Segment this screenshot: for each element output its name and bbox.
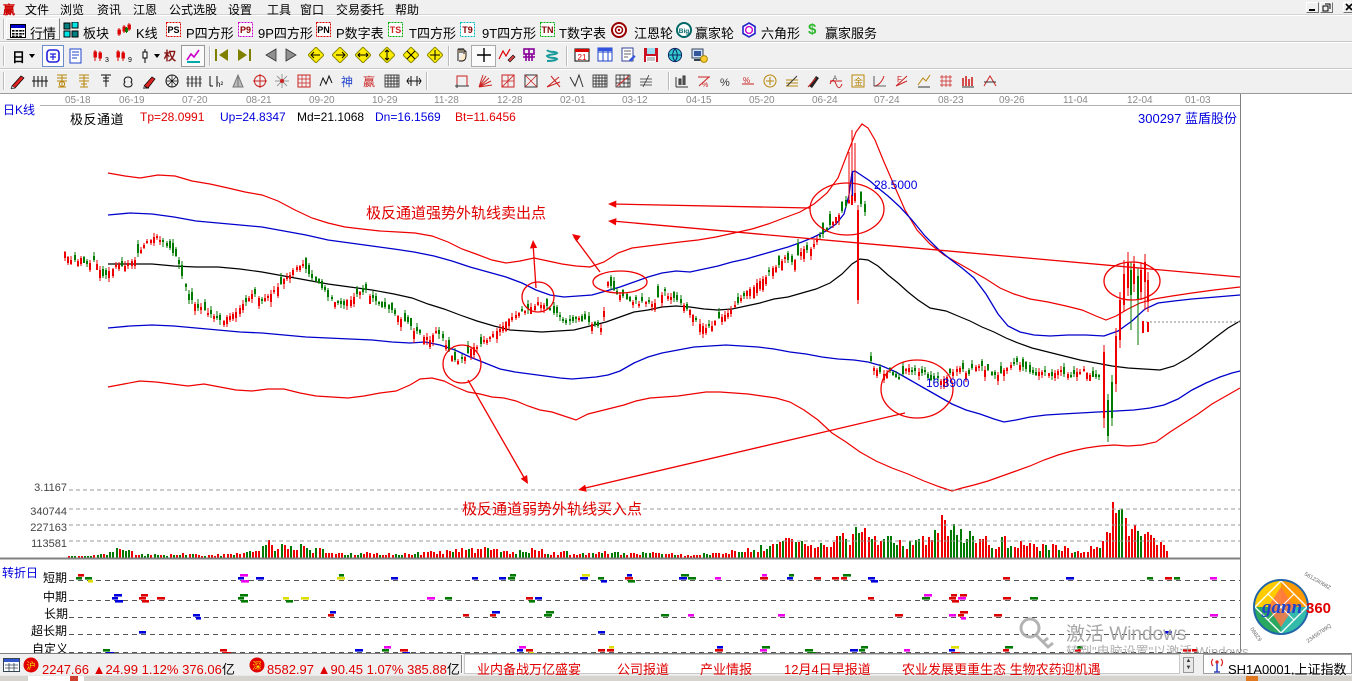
- svg-text:28.5000: 28.5000: [874, 178, 918, 192]
- svg-text:赢: 赢: [363, 74, 375, 89]
- svg-text:Big: Big: [679, 28, 690, 35]
- svg-text:权: 权: [163, 48, 177, 63]
- svg-text:23456789Q: 23456789Q: [1306, 623, 1334, 645]
- svg-text:PS: PS: [167, 25, 179, 35]
- svg-text:极反通道强势外轨线卖出点: 极反通道强势外轨线卖出点: [366, 205, 546, 222]
- svg-text:56123I068Z: 56123I068Z: [1303, 572, 1332, 592]
- svg-text:360: 360: [1306, 600, 1331, 617]
- svg-text:9: 9: [128, 57, 132, 64]
- svg-text:TN: TN: [542, 25, 554, 35]
- svg-text:3: 3: [105, 57, 109, 64]
- svg-text:深: 深: [252, 661, 261, 671]
- svg-text:%: %: [743, 76, 750, 85]
- svg-text:n²: n²: [216, 80, 223, 89]
- svg-text:A: A: [833, 76, 837, 82]
- svg-text:21: 21: [578, 53, 587, 62]
- svg-text:%: %: [720, 77, 730, 89]
- svg-text:gann: gann: [1261, 597, 1302, 618]
- svg-text:PN: PN: [317, 25, 330, 35]
- svg-text:16.3900: 16.3900: [926, 376, 970, 390]
- svg-text:T9: T9: [462, 25, 473, 35]
- svg-text:沪: 沪: [26, 660, 35, 671]
- svg-text:%: %: [702, 82, 708, 89]
- svg-text:金: 金: [854, 76, 863, 87]
- svg-text:P9: P9: [240, 25, 251, 35]
- svg-text:极反通道弱势外轨线买入点: 极反通道弱势外轨线买入点: [462, 501, 642, 518]
- svg-text:F: F: [897, 75, 902, 84]
- svg-text:神: 神: [341, 75, 353, 89]
- svg-text:TS: TS: [390, 25, 402, 35]
- svg-text:068Z9: 068Z9: [1248, 627, 1262, 643]
